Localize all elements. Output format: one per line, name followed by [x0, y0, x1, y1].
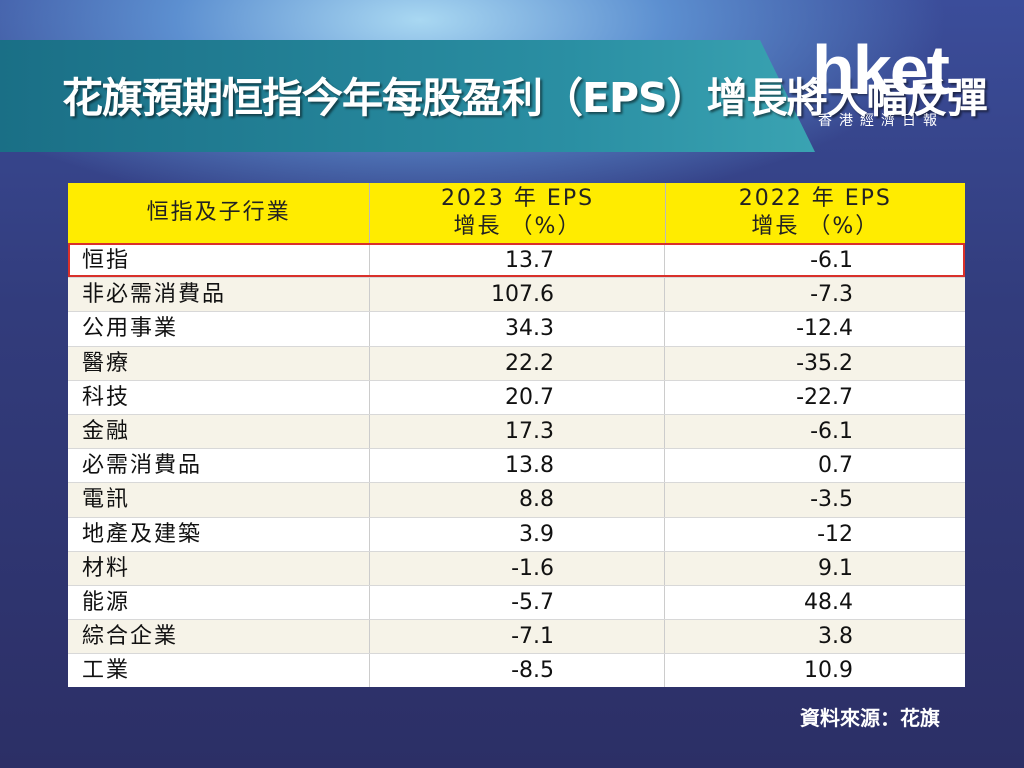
table-cell: 8.8 [370, 483, 665, 517]
table-cell: -22.7 [796, 384, 853, 410]
table-row: 材料 -1.6 9.1 [68, 550, 965, 585]
table-row: 金融 17.3 -6.1 [68, 413, 965, 449]
table-cell: 綜合企業 [68, 620, 370, 654]
table-cell: 地產及建築 [68, 517, 370, 551]
table-cell: 0.7 [818, 453, 853, 479]
column-header: 恒指及子行業 [68, 183, 371, 243]
logo: hket [812, 31, 950, 109]
table-row: 科技 20.7 -22.7 [68, 379, 965, 414]
table-cell: -12 [817, 521, 853, 547]
header-line: 2022 年 EPS [738, 186, 892, 211]
table-cell: 金融 [68, 414, 370, 449]
table-cell: 20.7 [370, 380, 665, 414]
table-cell: 能源 [68, 585, 370, 620]
table-cell: -3.5 [810, 487, 853, 513]
table-row: 電訊 8.8 -3.5 [68, 482, 965, 517]
table-cell: 科技 [68, 380, 370, 414]
table-cell: 非必需消費品 [68, 278, 370, 312]
table-cell: 公用事業 [68, 312, 370, 346]
table-cell: 13.8 [370, 449, 665, 483]
column-header: 2022 年 EPS 增長 （%） [666, 183, 965, 243]
table-cell: 材料 [68, 551, 370, 585]
table-cell: -8.5 [370, 654, 665, 688]
table-row: 綜合企業 -7.1 3.8 [68, 619, 965, 654]
table-cell: 34.3 [370, 312, 665, 346]
table-cell: 17.3 [370, 414, 665, 449]
table-cell: -35.2 [796, 350, 853, 376]
table-cell: 22.2 [370, 346, 665, 380]
header-line: 2023 年 EPS [440, 186, 595, 211]
table-cell: -12.4 [796, 316, 853, 342]
header-line: 增長 （%） [453, 214, 582, 239]
table-cell: 10.9 [804, 658, 853, 684]
table-cell: 13.7 [370, 244, 665, 278]
header-line: 恒指及子行業 [146, 200, 291, 225]
table-cell: 必需消費品 [68, 449, 370, 483]
table-row: 恒指 13.7 -6.1 [68, 243, 965, 278]
header-line: 增長 （%） [751, 214, 880, 239]
table-cell: -7.1 [370, 620, 665, 654]
table-cell: -6.1 [810, 418, 853, 444]
title: 花旗預期恒指今年每股盈利（EPS）增長將大幅反彈 [62, 74, 988, 122]
table-cell: 107.6 [370, 278, 665, 312]
table-row: 必需消費品 13.8 0.7 [68, 448, 965, 483]
header-row: 恒指及子行業 2023 年 EPS 增長 （%） 2022 年 EPS 增長 （%） [68, 183, 965, 243]
table-cell: 電訊 [68, 483, 370, 517]
table-cell: 48.4 [804, 589, 853, 615]
table-row: 能源 -5.7 48.4 [68, 584, 965, 620]
table-row: 醫療 22.2 -35.2 [68, 345, 965, 380]
table-cell: -1.6 [370, 551, 665, 585]
table-cell: 9.1 [818, 555, 853, 581]
table: 恒指及子行業 2023 年 EPS 增長 （%） 2022 年 EPS 增長 （%） 恒指… [68, 183, 965, 688]
table-cell: 3.8 [818, 624, 853, 650]
table-row: 地產及建築 3.9 -12 [68, 516, 965, 551]
table-row: 工業 -8.5 10.9 [68, 653, 965, 688]
table-row: 非必需消費品 107.6 -7.3 [68, 277, 965, 312]
table-cell: 工業 [68, 654, 370, 688]
table-cell: -6.1 [810, 248, 853, 273]
column-header: 2023 年 EPS 增長 （%） [370, 183, 666, 243]
source: 資料來源：花旗 [800, 706, 940, 730]
title-banner [0, 40, 815, 152]
table-cell: 醫療 [68, 346, 370, 380]
table-cell: 3.9 [370, 517, 665, 551]
table-cell: -7.3 [810, 282, 853, 308]
table-cell: -5.7 [370, 585, 665, 620]
table-row: 公用事業 34.3 -12.4 [68, 311, 965, 346]
logo-subtitle: 香港經濟日報 [818, 113, 944, 129]
table-cell: 恒指 [68, 244, 370, 278]
